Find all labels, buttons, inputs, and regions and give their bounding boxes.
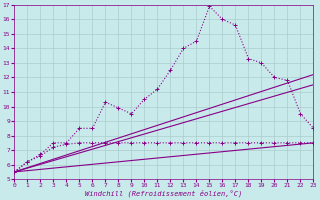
X-axis label: Windchill (Refroidissement éolien,°C): Windchill (Refroidissement éolien,°C) — [85, 190, 243, 197]
